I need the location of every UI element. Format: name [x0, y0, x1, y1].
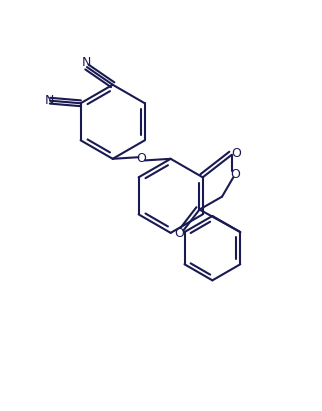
Text: O: O [232, 147, 242, 160]
Text: O: O [230, 168, 240, 180]
Text: N: N [45, 94, 54, 107]
Text: O: O [175, 227, 185, 240]
Text: N: N [81, 56, 91, 69]
Text: O: O [137, 152, 147, 165]
